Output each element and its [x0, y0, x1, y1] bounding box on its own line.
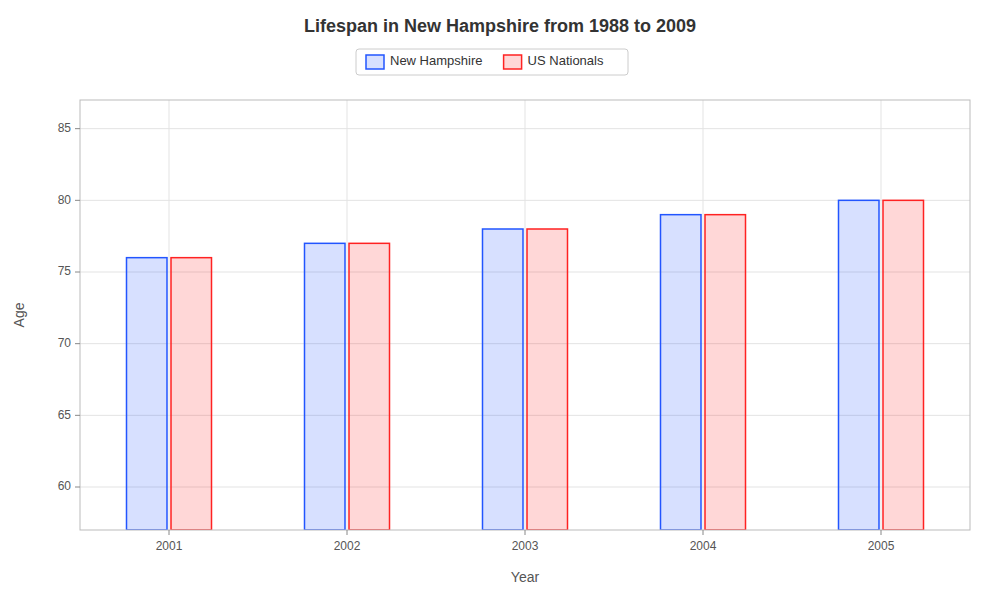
bar — [883, 200, 924, 530]
legend-label: New Hampshire — [390, 53, 482, 68]
y-tick — [75, 487, 80, 488]
chart-container: 60 65 70 75 80 85 2001 2002 2003 2004 2005 Year Age L… — [0, 0, 1000, 600]
bar — [171, 258, 212, 530]
x-tick-label: 2003 — [512, 539, 539, 553]
y-tick — [75, 272, 80, 273]
x-grid-line — [347, 100, 348, 530]
plot-frame — [80, 100, 970, 530]
y-tick — [75, 343, 80, 344]
y-tick-label: 60 — [58, 479, 72, 493]
x-grid-line — [881, 100, 882, 530]
x-tick-label: 2004 — [690, 539, 717, 553]
bar — [705, 215, 746, 530]
x-tick-label: 2005 — [868, 539, 895, 553]
bar — [127, 258, 168, 530]
x-tick — [703, 530, 704, 535]
x-axis-label: Year — [511, 569, 540, 585]
x-tick-label: 2001 — [156, 539, 183, 553]
legend-swatch — [366, 55, 384, 69]
legend-label: US Nationals — [528, 53, 604, 68]
grid — [80, 100, 970, 530]
x-grid-line — [525, 100, 526, 530]
y-tick-label: 65 — [58, 408, 72, 422]
bar — [527, 229, 568, 530]
title: Lifespan in New Hampshire from 1988 to 2… — [304, 16, 696, 36]
y-tick-label: 85 — [58, 121, 72, 135]
x-tick — [169, 530, 170, 535]
y-axis: 60 65 70 75 80 85 — [58, 121, 80, 493]
bar — [661, 215, 702, 530]
y-tick-label: 80 — [58, 193, 72, 207]
y-tick-label: 75 — [58, 264, 72, 278]
y-tick — [75, 200, 80, 201]
bars — [127, 200, 924, 530]
x-tick — [347, 530, 348, 535]
bar — [305, 243, 346, 530]
y-tick-label: 70 — [58, 336, 72, 350]
legend-swatch — [504, 55, 522, 69]
y-tick — [75, 415, 80, 416]
x-tick — [525, 530, 526, 535]
bar — [839, 200, 880, 530]
x-grid-line — [703, 100, 704, 530]
x-axis: 2001 2002 2003 2004 2005 — [156, 530, 895, 553]
x-tick-label: 2002 — [334, 539, 361, 553]
legend: New Hampshire US Nationals — [356, 49, 628, 75]
x-grid-line — [169, 100, 170, 530]
y-axis-label: Age — [11, 302, 27, 327]
bar — [349, 243, 390, 530]
legend-box — [356, 49, 628, 75]
chart: 60 65 70 75 80 85 2001 2002 2003 2004 2005 Year Age L… — [0, 0, 1000, 600]
y-tick — [75, 128, 80, 129]
bar — [483, 229, 524, 530]
x-tick — [881, 530, 882, 535]
